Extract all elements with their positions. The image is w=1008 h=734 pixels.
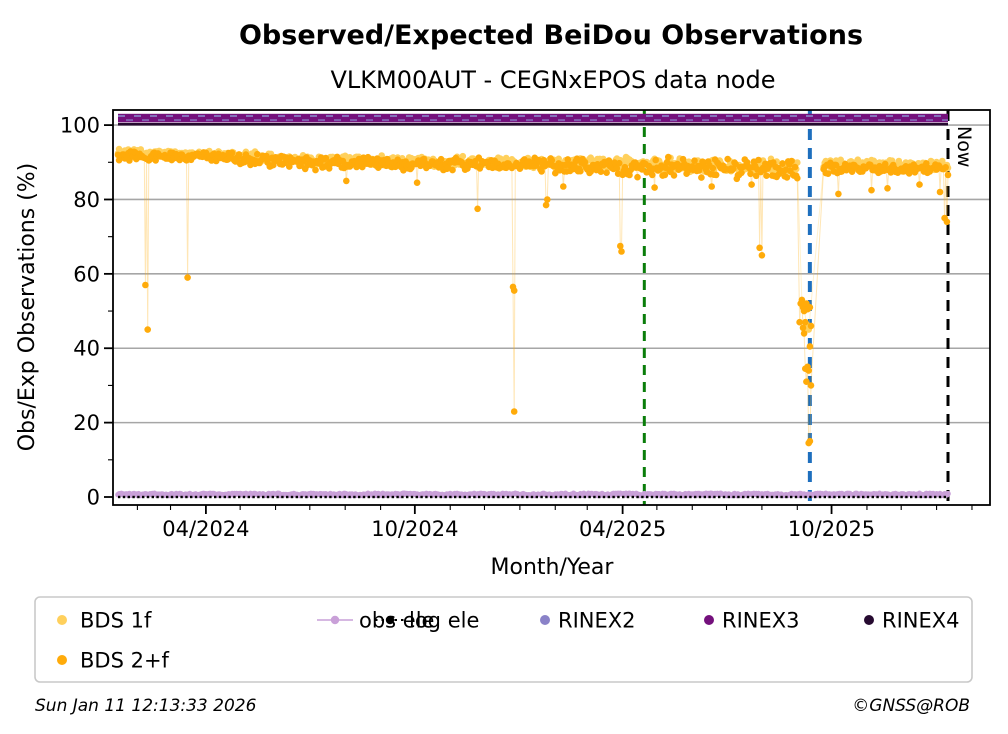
x-axis-label: Month/Year [491, 555, 615, 580]
plot-frame [112, 109, 991, 506]
y-tick-label: 100 [60, 114, 100, 138]
timestamp: Sun Jan 11 12:13:33 2026 [35, 696, 257, 716]
rinex4-line [118, 122, 948, 126]
chart-subtitle: VLKM00AUT - CEGNxEPOS data node [331, 66, 776, 94]
y-tick-label: 80 [73, 188, 100, 212]
legend-item-rinex2: RINEX2 [540, 609, 636, 633]
legend-item-label: log ele [409, 609, 479, 633]
legend-item-bds-2-f: BDS 2+f [57, 649, 170, 673]
legend-dot-marker [540, 615, 550, 625]
series-points-bds-2-f [114, 148, 952, 447]
y-tick-label: 40 [73, 337, 100, 361]
y-tick-label: 60 [73, 262, 100, 286]
x-tick-label: 10/2025 [788, 517, 875, 541]
legend-item-label: BDS 1f [80, 609, 152, 633]
chart-title: Observed/Expected BeiDou Observations [239, 20, 863, 51]
copyright: ©GNSS@ROB [852, 696, 970, 716]
legend-dot-marker [57, 615, 67, 625]
y-axis-label: Obs/Exp Observations (%) [15, 163, 40, 452]
series-log-ele [118, 495, 946, 499]
legend-dot-marker [704, 615, 714, 625]
legend-box [34, 596, 973, 683]
data-series [114, 145, 952, 499]
legend-dot-marker [330, 615, 340, 625]
x-tick-label: 04/2024 [162, 517, 249, 541]
y-tick-label: 20 [73, 411, 100, 435]
legend-item-label: RINEX3 [722, 609, 800, 633]
legend-dot-marker [864, 615, 874, 625]
legend-item-label: BDS 2+f [80, 649, 170, 673]
legend-item-bds-1f: BDS 1f [57, 609, 152, 633]
axes: 0 20 40 60 80 100 04/2024 10/2024 04/2025 10/2025 [60, 109, 991, 541]
legend-item-rinex3: RINEX3 [704, 609, 800, 633]
legend-item-label: RINEX2 [558, 609, 636, 633]
legend-dot-marker [57, 655, 67, 665]
x-tick-label: 04/2025 [579, 517, 666, 541]
legend-item-rinex4: RINEX4 [864, 609, 960, 633]
y-tick-label: 0 [87, 486, 100, 510]
legend-item-label: RINEX4 [882, 609, 960, 633]
rinex3-line [118, 113, 948, 123]
x-tick-label: 10/2024 [371, 517, 458, 541]
series-line-bds-2-f [117, 150, 949, 445]
legend-item-log-ele: log ele [375, 609, 479, 633]
legend-dot-marker [385, 615, 395, 625]
rinex-availability-lines [118, 113, 948, 126]
now-label: Now [953, 126, 975, 167]
